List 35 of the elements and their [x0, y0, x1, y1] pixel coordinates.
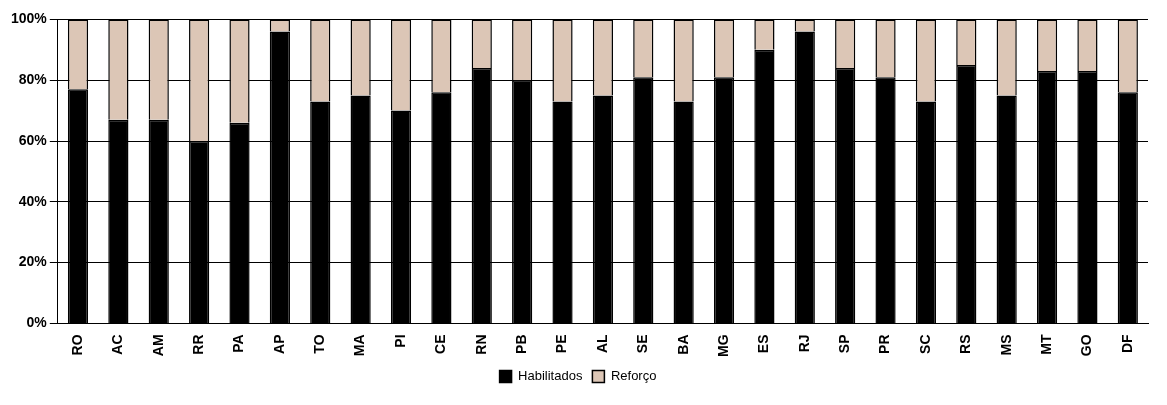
x-tick-label: AC	[109, 334, 126, 355]
y-tick-label: 20%	[18, 253, 48, 270]
x-tick-label: MS	[997, 334, 1014, 356]
legend-label: Reforço	[610, 368, 657, 384]
x-tick-label: CE	[432, 334, 449, 354]
x-tick-label: SE	[634, 334, 651, 354]
y-tick-label: 60%	[18, 131, 48, 148]
x-tick-label: AM	[149, 334, 166, 357]
x-tick-label: RR	[189, 334, 206, 355]
x-tick-label: PE	[553, 334, 570, 354]
x-tick-label: SP	[836, 334, 853, 354]
x-tick-label: MG	[714, 334, 731, 358]
x-tick-label: PB	[513, 334, 530, 354]
x-tick-label: RS	[957, 334, 974, 354]
x-tick-label: MT	[1037, 334, 1054, 355]
x-tick-label: PA	[230, 334, 247, 353]
x-tick-label: RJ	[795, 334, 812, 353]
x-tick-label: GO	[1078, 334, 1095, 357]
x-tick-label: AL	[593, 334, 610, 354]
x-tick-label: MA	[351, 334, 368, 357]
x-tick-label: ES	[755, 334, 772, 354]
x-tick-label: AP	[270, 334, 287, 354]
x-tick-label: PI	[391, 334, 408, 348]
x-tick-label: BA	[674, 334, 691, 355]
y-tick-label: 100%	[10, 10, 48, 27]
x-tick-label: PR	[876, 334, 893, 354]
x-tick-label: RO	[68, 334, 85, 356]
x-tick-label: DF	[1118, 334, 1135, 354]
x-tick-label: SC	[916, 334, 933, 354]
y-tick-label: 40%	[18, 192, 48, 209]
legend-label: Habilitados	[518, 368, 583, 384]
x-tick-label: TO	[311, 334, 328, 354]
x-tick-label: RN	[472, 334, 489, 355]
y-tick-label: 0%	[26, 314, 48, 331]
y-tick-label: 80%	[18, 71, 48, 88]
